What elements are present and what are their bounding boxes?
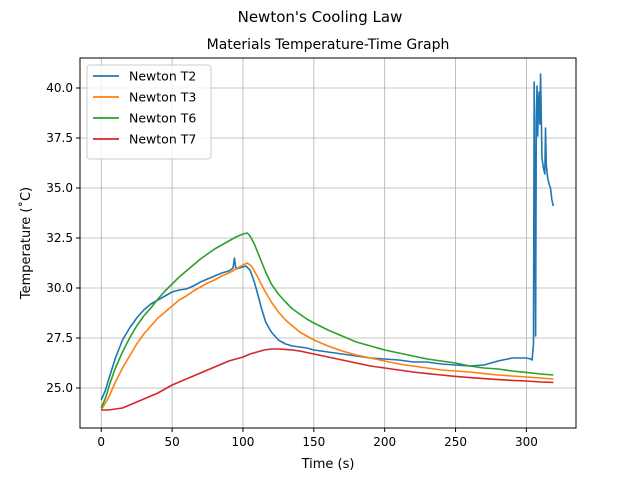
plot-lines [100, 73, 555, 411]
y-tick-label: 30.0 [46, 281, 73, 295]
y-tick-label: 27.5 [46, 331, 73, 345]
y-axis-label: Temperature (˚C) [18, 187, 34, 300]
series-line-4 [101, 348, 554, 411]
x-tick-label: 300 [515, 435, 538, 449]
legend: Newton T2 Newton T3 Newton T6 Newton T7 [86, 64, 212, 160]
legend-label: Newton T2 [129, 69, 196, 84]
y-tick-label: 40.0 [46, 81, 73, 95]
y-tick-label: 25.0 [46, 381, 73, 395]
chart-suptitle: Newton's Cooling Law [238, 8, 403, 26]
x-tick-label: 250 [444, 435, 467, 449]
x-axis-label: Time (s) [301, 457, 355, 472]
series-line-3 [100, 232, 554, 409]
y-tick-label: 32.5 [46, 231, 73, 245]
legend-box [86, 64, 212, 160]
x-axis-ticks: 0 50 100 150 200 250 300 [97, 428, 538, 449]
legend-label: Newton T6 [129, 111, 196, 126]
y-tick-label: 37.5 [46, 131, 73, 145]
x-tick-label: 0 [97, 435, 105, 449]
legend-label: Newton T3 [129, 90, 196, 105]
x-tick-label: 200 [373, 435, 396, 449]
y-tick-label: 35.0 [46, 181, 73, 195]
legend-label: Newton T7 [129, 132, 196, 147]
series-line-1 [100, 73, 555, 401]
plot-frame [79, 57, 577, 429]
chart-title: Materials Temperature-Time Graph [207, 37, 450, 53]
series-line-2 [100, 262, 554, 411]
x-tick-label: 150 [302, 435, 325, 449]
grid [80, 58, 576, 428]
x-tick-label: 50 [164, 435, 179, 449]
y-axis-ticks: 25.0 27.5 30.0 32.5 35.0 37.5 40.0 [46, 81, 80, 395]
x-tick-label: 100 [232, 435, 255, 449]
